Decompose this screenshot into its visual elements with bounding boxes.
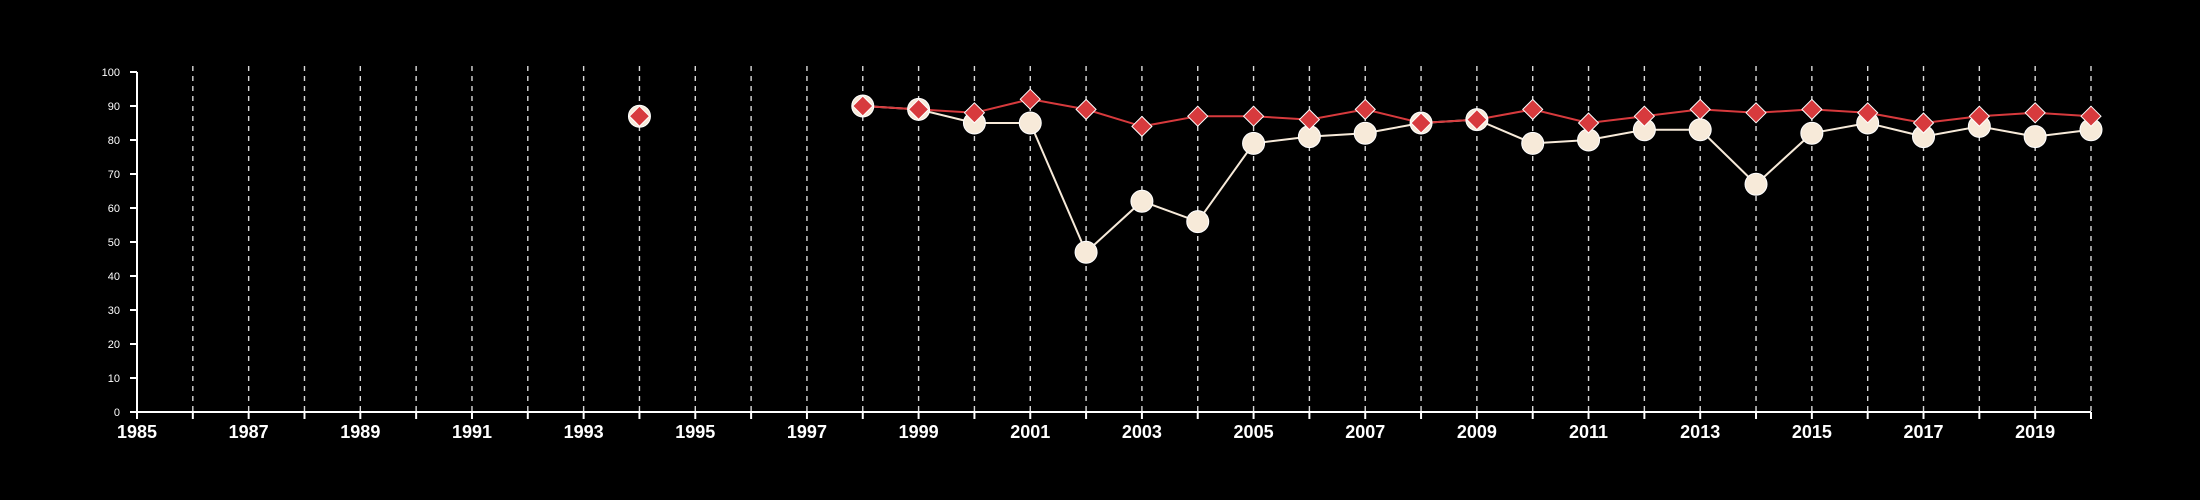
data-point-diamond	[628, 105, 651, 127]
data-point-circle	[1521, 131, 1545, 155]
y-tick-label: 0	[114, 407, 120, 419]
data-point-circle	[1688, 118, 1712, 142]
y-tick-label: 100	[102, 67, 120, 79]
x-tick-label: 2005	[1234, 422, 1274, 442]
x-tick-label: 2011	[1569, 422, 1608, 442]
data-point-diamond	[1019, 88, 1041, 110]
data-point-diamond	[1242, 105, 1265, 127]
data-point-diamond	[1801, 98, 1823, 121]
data-point-diamond	[907, 98, 930, 121]
y-tick-label: 50	[108, 237, 120, 249]
x-tick-label: 1997	[787, 422, 827, 442]
data-point-diamond	[852, 95, 874, 117]
y-tick-label: 10	[108, 373, 120, 385]
x-tick-label: 1989	[340, 422, 380, 442]
data-point-circle	[1800, 121, 1824, 145]
data-point-diamond	[1912, 112, 1935, 134]
data-point-diamond	[2024, 102, 2046, 124]
x-tick-label: 1995	[675, 422, 715, 442]
x-tick-label: 2007	[1345, 422, 1385, 442]
y-tick-label: 20	[108, 339, 120, 351]
x-tick-label: 1999	[899, 422, 939, 442]
y-tick-label: 30	[108, 305, 120, 317]
axes-layer: 0 10 20 30 40 50 60 70 80 90 100 1985 1987 1989 1991 19…	[102, 67, 2092, 442]
data-point-circle	[1018, 111, 1042, 135]
data-point-diamond	[1410, 112, 1432, 134]
y-tick-label: 80	[108, 135, 120, 147]
y-tick-label: 90	[108, 101, 120, 113]
data-point-diamond	[1522, 98, 1544, 121]
data-point-diamond	[1298, 108, 1321, 131]
data-point-circle	[1744, 172, 1768, 196]
data-point-diamond	[1131, 115, 1153, 138]
x-tick-label: 1987	[229, 422, 269, 442]
x-tick-label: 2015	[1792, 422, 1832, 442]
data-point-diamond	[1075, 98, 1097, 121]
x-tick-label: 2013	[1680, 422, 1720, 442]
x-tick-label: 1985	[117, 422, 157, 442]
data-point-diamond	[1187, 105, 1209, 127]
data-point-diamond	[963, 102, 986, 124]
y-tick-label: 60	[108, 203, 120, 215]
data-point-diamond	[1633, 105, 1656, 127]
data-point-circle	[2023, 125, 2047, 149]
x-tick-label: 2017	[1903, 422, 1943, 442]
x-tick-label: 2019	[2015, 422, 2055, 442]
x-tick-label: 1993	[564, 422, 604, 442]
data-point-diamond	[1577, 112, 1600, 134]
y-tick-label: 70	[108, 169, 120, 181]
data-point-circle	[1074, 240, 1098, 264]
data-point-diamond	[1856, 102, 1879, 124]
y-tick-label: 40	[108, 271, 120, 283]
x-tick-label: 2001	[1010, 422, 1050, 442]
data-point-circle	[1186, 210, 1210, 234]
data-point-circle	[1242, 131, 1266, 155]
x-tick-label: 2003	[1122, 422, 1162, 442]
x-tick-label: 1991	[452, 422, 492, 442]
data-point-diamond	[1745, 102, 1767, 124]
data-point-diamond	[1689, 98, 1711, 121]
data-point-diamond	[1968, 105, 1991, 127]
data-point-diamond	[1466, 108, 1488, 131]
x-tick-label: 2009	[1457, 422, 1497, 442]
grid-layer	[192, 66, 2092, 412]
series-layer	[627, 88, 2103, 264]
data-point-diamond	[1354, 98, 1376, 121]
data-point-diamond	[2080, 105, 2102, 127]
data-point-circle	[1353, 121, 1377, 145]
data-point-circle	[1130, 189, 1154, 213]
